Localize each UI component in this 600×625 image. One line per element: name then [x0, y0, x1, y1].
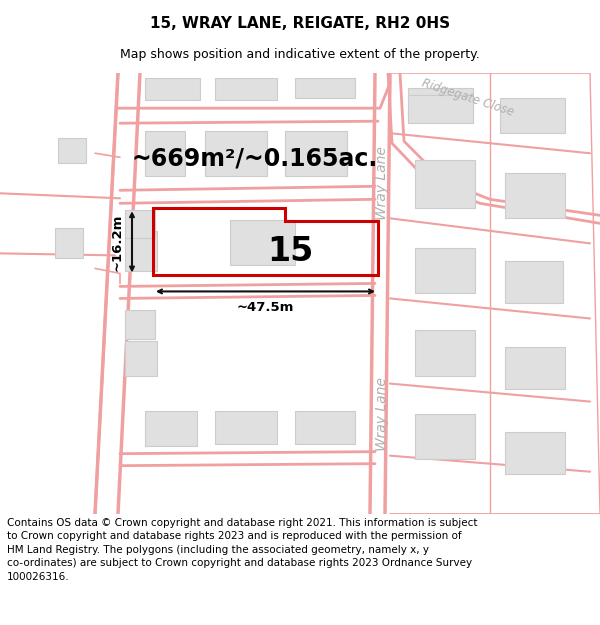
Polygon shape [500, 98, 565, 133]
Polygon shape [215, 411, 277, 444]
Polygon shape [415, 248, 475, 294]
Polygon shape [205, 131, 267, 176]
Text: ~16.2m: ~16.2m [111, 214, 124, 271]
Polygon shape [145, 411, 197, 446]
Polygon shape [415, 414, 475, 459]
Polygon shape [295, 78, 355, 98]
Polygon shape [505, 261, 563, 304]
Polygon shape [125, 231, 157, 271]
Polygon shape [505, 173, 565, 218]
Polygon shape [505, 346, 565, 389]
Polygon shape [230, 221, 295, 266]
Text: Contains OS data © Crown copyright and database right 2021. This information is : Contains OS data © Crown copyright and d… [7, 518, 478, 582]
Polygon shape [215, 78, 277, 100]
Polygon shape [415, 331, 475, 376]
Text: ~47.5m: ~47.5m [236, 301, 293, 314]
Text: Wray Lane: Wray Lane [375, 377, 389, 451]
Polygon shape [408, 95, 473, 123]
Polygon shape [55, 228, 83, 258]
Text: 15: 15 [267, 235, 313, 268]
Polygon shape [415, 160, 475, 208]
Text: Ridgegate Close: Ridgegate Close [420, 77, 516, 119]
Polygon shape [125, 341, 157, 376]
Polygon shape [125, 211, 155, 238]
Polygon shape [145, 78, 200, 100]
Polygon shape [505, 432, 565, 474]
Text: ~669m²/~0.165ac.: ~669m²/~0.165ac. [132, 146, 378, 170]
Polygon shape [408, 88, 473, 118]
Polygon shape [295, 411, 355, 444]
Polygon shape [285, 131, 347, 176]
Polygon shape [125, 311, 155, 339]
Polygon shape [145, 131, 185, 176]
Text: Wray Lane: Wray Lane [375, 146, 389, 220]
Polygon shape [58, 138, 86, 163]
Text: Map shows position and indicative extent of the property.: Map shows position and indicative extent… [120, 48, 480, 61]
Text: 15, WRAY LANE, REIGATE, RH2 0HS: 15, WRAY LANE, REIGATE, RH2 0HS [150, 16, 450, 31]
